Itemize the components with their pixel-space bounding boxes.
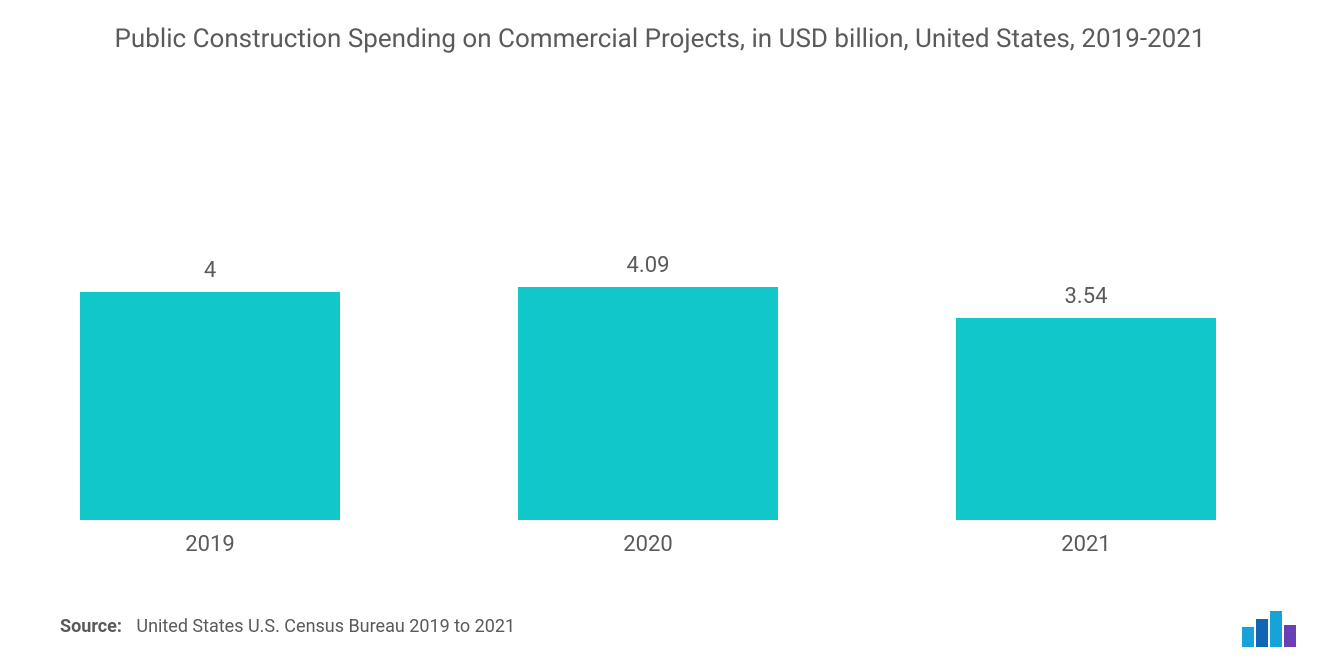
bar-value-label: 4 <box>204 260 216 282</box>
bar <box>518 287 778 520</box>
bar-group: 4.09 <box>518 255 778 520</box>
bar-value-label: 4.09 <box>627 255 670 277</box>
bar <box>80 292 340 520</box>
source-line: Source: United States U.S. Census Bureau… <box>60 616 515 637</box>
bar-group: 3.54 <box>956 286 1216 520</box>
source-label: Source: <box>60 616 122 637</box>
bar <box>956 318 1216 520</box>
x-axis-label: 2019 <box>185 520 234 557</box>
chart-title: Public Construction Spending on Commerci… <box>80 22 1240 57</box>
x-axis-labels: 2019 2020 2021 <box>60 520 1260 560</box>
chart-plot-area: 4 4.09 3.54 <box>60 150 1260 520</box>
bar-group: 4 <box>80 260 340 520</box>
brand-logo-icon <box>1242 609 1300 647</box>
source-text: United States U.S. Census Bureau 2019 to… <box>136 616 515 637</box>
x-axis-label: 2021 <box>1061 520 1110 557</box>
bar-value-label: 3.54 <box>1065 286 1108 308</box>
x-axis-label: 2020 <box>623 520 672 557</box>
